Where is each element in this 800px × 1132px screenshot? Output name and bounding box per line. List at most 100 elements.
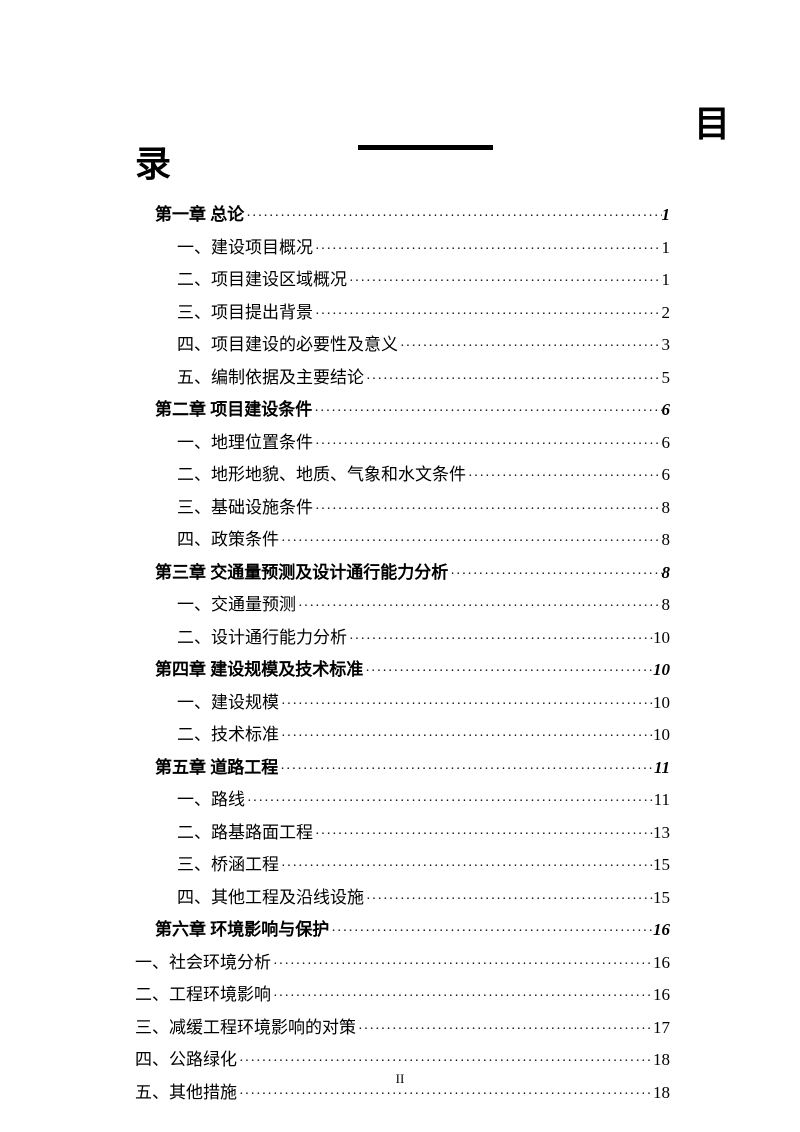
toc-leader-dots: ········································… bbox=[347, 632, 653, 648]
toc-title: 一、路线 bbox=[135, 785, 245, 810]
toc-leader-dots: ········································… bbox=[271, 957, 653, 973]
toc-row: 第四章 建设规模及技术标准···························… bbox=[135, 655, 670, 680]
toc-row: 一、社会环境分析································… bbox=[135, 948, 670, 973]
toc-leader-dots: ········································… bbox=[313, 502, 662, 518]
toc-page: 13 bbox=[653, 823, 670, 843]
toc-page: 6 bbox=[662, 400, 671, 420]
toc-page: 11 bbox=[654, 790, 670, 810]
toc-title: 第二章 项目建设条件 bbox=[135, 395, 312, 420]
toc-page: 18 bbox=[653, 1050, 670, 1070]
page-number: II bbox=[396, 1071, 405, 1087]
toc-page: 10 bbox=[653, 660, 670, 680]
toc-page: 11 bbox=[654, 758, 670, 778]
toc-page: 8 bbox=[662, 563, 671, 583]
toc-title: 二、路基路面工程 bbox=[135, 818, 313, 843]
toc-title: 三、减缓工程环境影响的对策 bbox=[135, 1013, 356, 1038]
toc-title: 一、交通量预测 bbox=[135, 590, 296, 615]
toc-title: 三、基础设施条件 bbox=[135, 493, 313, 518]
toc-leader-dots: ········································… bbox=[313, 307, 662, 323]
toc-leader-dots: ········································… bbox=[364, 372, 662, 388]
toc-page: 10 bbox=[653, 628, 670, 648]
toc-row: 二、设计通行能力分析······························… bbox=[135, 623, 670, 648]
toc-title: 五、编制依据及主要结论 bbox=[135, 363, 364, 388]
toc-title: 四、项目建设的必要性及意义 bbox=[135, 330, 398, 355]
toc-row: 二、路基路面工程································… bbox=[135, 818, 670, 843]
toc-row: 二、技术标准··································… bbox=[135, 720, 670, 745]
toc-title: 一、社会环境分析 bbox=[135, 948, 271, 973]
toc-title: 二、项目建设区域概况 bbox=[135, 265, 347, 290]
toc-page: 8 bbox=[662, 595, 671, 615]
toc-row: 三、项目提出背景································… bbox=[135, 298, 670, 323]
toc-row: 一、交通量预测·································… bbox=[135, 590, 670, 615]
toc-leader-dots: ········································… bbox=[245, 794, 654, 810]
toc-leader-dots: ········································… bbox=[278, 762, 654, 778]
toc-page: 16 bbox=[653, 953, 670, 973]
toc-leader-dots: ········································… bbox=[313, 242, 662, 258]
toc-row: 四、其他工程及沿线设施·····························… bbox=[135, 883, 670, 908]
toc-page: 1 bbox=[662, 270, 671, 290]
toc-leader-dots: ········································… bbox=[313, 827, 653, 843]
toc-title: 三、桥涵工程 bbox=[135, 850, 279, 875]
toc-row: 三、桥涵工程··································… bbox=[135, 850, 670, 875]
toc-leader-dots: ········································… bbox=[279, 859, 653, 875]
toc-row: 一、路线····································… bbox=[135, 785, 670, 810]
toc-leader-dots: ········································… bbox=[356, 1022, 653, 1038]
toc-title: 一、建设项目概况 bbox=[135, 233, 313, 258]
toc-page: 10 bbox=[653, 725, 670, 745]
toc-page: 18 bbox=[653, 1083, 670, 1103]
toc-title: 二、技术标准 bbox=[135, 720, 279, 745]
toc-row: 第五章 道路工程································… bbox=[135, 753, 670, 778]
toc-leader-dots: ········································… bbox=[237, 1087, 653, 1103]
toc-title: 第三章 交通量预测及设计通行能力分析 bbox=[135, 558, 448, 583]
toc-leader-dots: ········································… bbox=[279, 697, 653, 713]
toc-row: 第三章 交通量预测及设计通行能力分析······················… bbox=[135, 558, 670, 583]
header-char-lu: 录 bbox=[135, 135, 171, 187]
toc-leader-dots: ········································… bbox=[363, 664, 653, 680]
toc-title: 第五章 道路工程 bbox=[135, 753, 278, 778]
toc-leader-dots: ········································… bbox=[296, 599, 662, 615]
toc-leader-dots: ········································… bbox=[329, 924, 653, 940]
toc-title: 一、建设规模 bbox=[135, 688, 279, 713]
toc-leader-dots: ········································… bbox=[398, 339, 662, 355]
toc-title: 二、工程环境影响 bbox=[135, 980, 271, 1005]
toc-leader-dots: ········································… bbox=[271, 989, 653, 1005]
toc-title: 二、设计通行能力分析 bbox=[135, 623, 347, 648]
toc-leader-dots: ········································… bbox=[237, 1054, 653, 1070]
toc-row: 第六章 环境影响与保护·····························… bbox=[135, 915, 670, 940]
toc-row: 第二章 项目建设条件······························… bbox=[135, 395, 670, 420]
toc-leader-dots: ········································… bbox=[279, 534, 662, 550]
toc-leader-dots: ········································… bbox=[244, 209, 661, 225]
toc-row: 三、减缓工程环境影响的对策···························… bbox=[135, 1013, 670, 1038]
toc-leader-dots: ········································… bbox=[313, 437, 662, 453]
toc-page: 1 bbox=[662, 205, 671, 225]
toc-row: 五、编制依据及主要结论·····························… bbox=[135, 363, 670, 388]
toc-page: 5 bbox=[662, 368, 671, 388]
toc-page: 6 bbox=[662, 433, 671, 453]
toc-leader-dots: ········································… bbox=[312, 404, 661, 420]
toc-leader-dots: ········································… bbox=[347, 274, 662, 290]
toc-row: 二、工程环境影响································… bbox=[135, 980, 670, 1005]
toc-page: 17 bbox=[653, 1018, 670, 1038]
header-divider bbox=[358, 145, 493, 150]
toc-title: 第六章 环境影响与保护 bbox=[135, 915, 329, 940]
toc-leader-dots: ········································… bbox=[364, 892, 653, 908]
toc-title: 四、公路绿化 bbox=[135, 1045, 237, 1070]
toc-leader-dots: ········································… bbox=[466, 469, 662, 485]
toc-row: 三、基础设施条件································… bbox=[135, 493, 670, 518]
toc-title: 第一章 总论 bbox=[135, 200, 244, 225]
toc-title: 第四章 建设规模及技术标准 bbox=[135, 655, 363, 680]
toc-page: 8 bbox=[662, 498, 671, 518]
toc-title: 一、地理位置条件 bbox=[135, 428, 313, 453]
toc-page: 1 bbox=[662, 238, 671, 258]
toc-row: 一、地理位置条件································… bbox=[135, 428, 670, 453]
toc-row: 四、项目建设的必要性及意义···························… bbox=[135, 330, 670, 355]
toc-page: 10 bbox=[653, 693, 670, 713]
toc-row: 一、建设规模··································… bbox=[135, 688, 670, 713]
toc-page: 6 bbox=[662, 465, 671, 485]
toc-row: 四、公路绿化··································… bbox=[135, 1045, 670, 1070]
toc-leader-dots: ········································… bbox=[279, 729, 653, 745]
toc-page: 3 bbox=[662, 335, 671, 355]
toc-page: 8 bbox=[662, 530, 671, 550]
toc-page: 16 bbox=[653, 920, 670, 940]
toc-title: 四、其他工程及沿线设施 bbox=[135, 883, 364, 908]
